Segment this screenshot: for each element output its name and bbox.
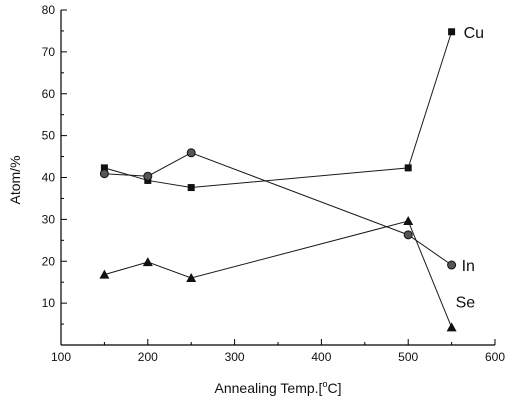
- marker-in: [99, 169, 109, 179]
- y-tick-label: 60: [42, 87, 56, 101]
- x-tick-label: 300: [225, 350, 245, 364]
- x-tick-label: 600: [485, 350, 505, 364]
- y-axis-title: Atom/%: [7, 155, 23, 204]
- marker-cu: [187, 184, 195, 192]
- x-axis-title-main: Annealing Temp.[: [215, 380, 323, 396]
- series-line-cu: [104, 31, 453, 189]
- x-tick-label: 200: [138, 350, 158, 364]
- marker-se: [99, 269, 110, 279]
- y-tick-label: 70: [42, 45, 56, 59]
- marker-cu: [100, 164, 108, 172]
- x-tick-label: 400: [311, 350, 331, 364]
- ticks: 100 200 300 400 500 600 10 20 30 40 50 60 70 80: [42, 3, 506, 364]
- marker-se: [186, 273, 197, 282]
- y-tick-label: 30: [42, 212, 56, 226]
- marker-in: [143, 171, 153, 181]
- marker-se: [403, 216, 414, 226]
- marker-se: [446, 322, 457, 332]
- axes: [60, 10, 495, 346]
- x-tick-label: 500: [398, 350, 418, 364]
- series-group: [99, 28, 457, 332]
- series-label-cu: Cu: [464, 25, 484, 42]
- x-axis-title: Annealing Temp.[oC]: [215, 379, 342, 396]
- y-tick-label: 40: [42, 171, 56, 185]
- marker-se: [142, 257, 153, 267]
- y-tick-label: 20: [42, 254, 56, 268]
- x-axis-title-degree: o: [322, 379, 327, 389]
- x-tick-label: 100: [51, 350, 71, 364]
- series-line-se: [104, 220, 453, 328]
- y-tick-label: 10: [42, 296, 56, 310]
- y-tick-label: 80: [42, 3, 56, 17]
- x-axis-title-end: C]: [327, 380, 341, 396]
- marker-in: [403, 230, 413, 240]
- marker-in: [186, 148, 196, 158]
- y-tick-label: 50: [42, 129, 56, 143]
- series-label-se: Se: [456, 294, 476, 311]
- marker-in: [447, 260, 457, 270]
- marker-cu: [448, 28, 456, 36]
- series-labels: Cu In Se: [456, 25, 484, 312]
- series-label-in: In: [462, 258, 475, 275]
- series-line-in: [104, 152, 452, 266]
- marker-cu: [404, 164, 412, 172]
